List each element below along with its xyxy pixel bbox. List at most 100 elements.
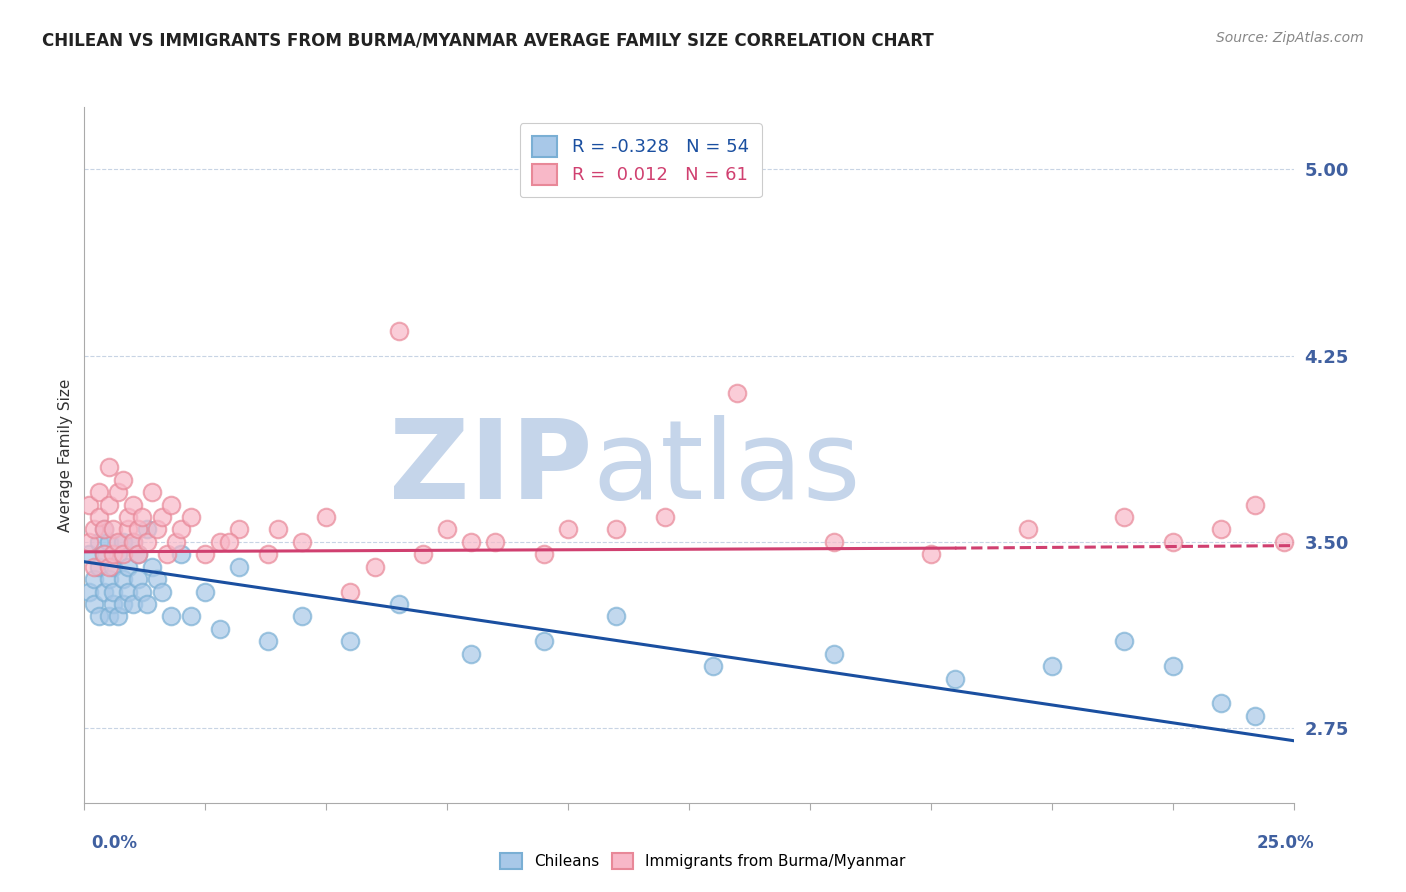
- Legend: Chileans, Immigrants from Burma/Myanmar: Chileans, Immigrants from Burma/Myanmar: [495, 847, 911, 875]
- Point: [103, 523, 125, 537]
- Point: [83, 559, 105, 574]
- Point: [725, 385, 748, 400]
- Point: [228, 559, 250, 574]
- Point: [605, 523, 627, 537]
- Point: [943, 672, 966, 686]
- Point: [136, 523, 159, 537]
- Point: [121, 534, 143, 549]
- Point: [93, 547, 115, 561]
- Point: [170, 547, 193, 561]
- Point: [87, 534, 110, 549]
- Point: [267, 523, 290, 537]
- Point: [228, 523, 250, 537]
- Point: [702, 659, 724, 673]
- Y-axis label: Average Family Size: Average Family Size: [58, 378, 73, 532]
- Point: [146, 572, 169, 586]
- Point: [87, 485, 110, 500]
- Point: [97, 460, 120, 475]
- Point: [208, 622, 231, 636]
- Point: [112, 597, 135, 611]
- Point: [1114, 634, 1136, 648]
- Point: [103, 559, 125, 574]
- Point: [208, 534, 231, 549]
- Point: [155, 547, 177, 561]
- Point: [107, 485, 129, 500]
- Point: [117, 559, 139, 574]
- Point: [436, 523, 458, 537]
- Point: [194, 547, 217, 561]
- Text: 0.0%: 0.0%: [91, 834, 138, 852]
- Point: [920, 547, 942, 561]
- Point: [654, 510, 676, 524]
- Point: [87, 609, 110, 624]
- Point: [160, 609, 183, 624]
- Point: [87, 559, 110, 574]
- Point: [83, 523, 105, 537]
- Point: [339, 584, 361, 599]
- Point: [83, 597, 105, 611]
- Point: [533, 634, 555, 648]
- Point: [93, 523, 115, 537]
- Point: [257, 547, 280, 561]
- Point: [103, 547, 125, 561]
- Point: [97, 572, 120, 586]
- Point: [112, 572, 135, 586]
- Point: [170, 523, 193, 537]
- Point: [388, 324, 411, 338]
- Point: [112, 534, 135, 549]
- Point: [460, 647, 482, 661]
- Point: [1161, 659, 1184, 673]
- Point: [107, 547, 129, 561]
- Point: [291, 609, 314, 624]
- Point: [1243, 708, 1265, 723]
- Point: [127, 523, 149, 537]
- Point: [412, 547, 434, 561]
- Point: [141, 559, 163, 574]
- Point: [180, 510, 202, 524]
- Point: [77, 584, 100, 599]
- Point: [1161, 534, 1184, 549]
- Point: [97, 498, 120, 512]
- Point: [557, 523, 579, 537]
- Point: [605, 609, 627, 624]
- Point: [97, 534, 120, 549]
- Point: [136, 597, 159, 611]
- Point: [194, 584, 217, 599]
- Point: [257, 634, 280, 648]
- Point: [150, 584, 173, 599]
- Point: [97, 609, 120, 624]
- Point: [388, 597, 411, 611]
- Text: atlas: atlas: [592, 416, 860, 523]
- Point: [460, 534, 482, 549]
- Point: [218, 534, 240, 549]
- Point: [1209, 697, 1232, 711]
- Point: [160, 498, 183, 512]
- Point: [150, 510, 173, 524]
- Legend: R = -0.328   N = 54, R =  0.012   N = 61: R = -0.328 N = 54, R = 0.012 N = 61: [519, 123, 762, 197]
- Point: [77, 547, 100, 561]
- Point: [1272, 534, 1295, 549]
- Point: [117, 523, 139, 537]
- Point: [121, 498, 143, 512]
- Point: [136, 534, 159, 549]
- Text: ZIP: ZIP: [389, 416, 592, 523]
- Point: [77, 498, 100, 512]
- Point: [823, 647, 845, 661]
- Point: [93, 584, 115, 599]
- Text: Source: ZipAtlas.com: Source: ZipAtlas.com: [1216, 31, 1364, 45]
- Point: [112, 547, 135, 561]
- Point: [823, 534, 845, 549]
- Point: [93, 547, 115, 561]
- Point: [127, 572, 149, 586]
- Point: [131, 584, 153, 599]
- Point: [315, 510, 337, 524]
- Point: [1114, 510, 1136, 524]
- Point: [339, 634, 361, 648]
- Point: [363, 559, 385, 574]
- Point: [77, 534, 100, 549]
- Point: [180, 609, 202, 624]
- Point: [103, 584, 125, 599]
- Point: [112, 473, 135, 487]
- Point: [83, 572, 105, 586]
- Point: [117, 510, 139, 524]
